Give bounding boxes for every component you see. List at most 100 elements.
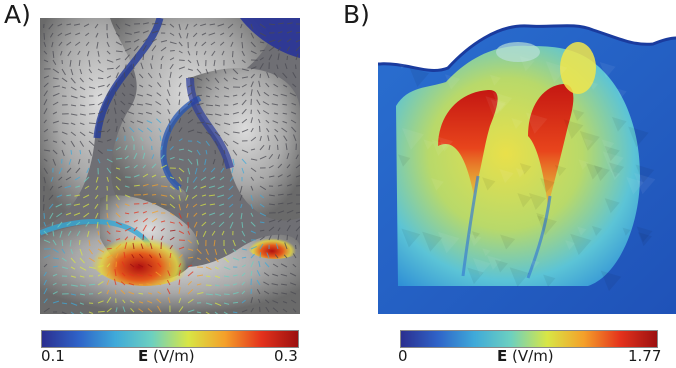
vector-glyph	[167, 270, 171, 277]
vector-glyph	[290, 291, 297, 295]
vector-glyph	[160, 235, 164, 241]
vector-glyph	[239, 194, 243, 201]
vector-glyph	[272, 273, 279, 277]
vector-glyph	[259, 63, 264, 70]
mesh-facet	[422, 231, 443, 252]
vector-glyph	[159, 135, 162, 142]
vector-glyph	[114, 107, 117, 115]
vector-glyph	[223, 293, 230, 295]
vector-glyph	[43, 298, 48, 304]
vector-glyph	[250, 41, 256, 48]
vector-glyph	[259, 23, 266, 29]
vector-glyph	[66, 203, 72, 206]
vector-glyph	[133, 219, 139, 223]
vector-glyph	[115, 146, 121, 151]
vector-glyph	[129, 127, 135, 133]
vector-glyph	[52, 85, 60, 88]
vector-glyph	[121, 261, 126, 268]
vector-glyph	[66, 167, 72, 173]
vector-glyph	[214, 248, 218, 255]
vector-glyph	[265, 82, 270, 88]
vector-glyph	[214, 86, 220, 90]
vector-glyph	[223, 95, 230, 98]
vector-glyph	[205, 257, 211, 262]
vector-glyph	[259, 41, 265, 44]
vector-glyph	[133, 211, 139, 214]
vector-glyph	[115, 32, 120, 37]
vector-glyph	[169, 71, 172, 79]
vector-glyph	[142, 38, 148, 43]
vector-glyph	[178, 32, 182, 39]
vector-glyph	[75, 167, 81, 174]
vector-glyph	[147, 274, 153, 277]
vector-glyph	[142, 224, 147, 232]
vector-glyph	[158, 128, 162, 133]
vector-glyph	[43, 212, 45, 219]
vector-glyph	[124, 236, 129, 241]
vector-glyph	[232, 68, 239, 75]
mesh-facet	[536, 212, 545, 222]
vector-glyph	[280, 273, 288, 277]
vector-glyph	[42, 194, 45, 202]
vector-glyph	[106, 167, 112, 174]
vector-glyph	[146, 300, 153, 304]
vector-glyph	[277, 53, 280, 61]
vector-glyph	[223, 311, 229, 314]
vector-glyph	[106, 289, 110, 295]
vector-glyph	[95, 185, 99, 191]
vector-glyph	[187, 50, 191, 56]
vector-glyph	[140, 243, 144, 250]
vector-glyph	[218, 221, 225, 228]
vector-glyph	[114, 91, 117, 97]
vector-glyph	[52, 158, 57, 166]
vector-glyph	[266, 128, 270, 133]
vector-glyph	[138, 301, 144, 304]
vector-glyph	[130, 83, 135, 88]
vector-glyph	[205, 248, 209, 255]
vector-glyph	[160, 23, 166, 26]
vector-glyph	[223, 86, 230, 90]
vector-glyph	[204, 158, 207, 166]
vector-glyph	[196, 283, 202, 286]
vector-glyph	[136, 103, 144, 106]
vector-glyph	[43, 108, 48, 115]
mesh-facet	[500, 234, 516, 250]
vector-glyph	[61, 257, 67, 262]
vector-glyph	[241, 158, 247, 165]
mesh-facet	[554, 164, 567, 177]
vector-glyph	[97, 291, 102, 295]
vector-glyph	[178, 23, 181, 31]
vector-glyph	[277, 31, 283, 34]
vector-glyph	[59, 230, 63, 238]
vector-glyph	[106, 176, 109, 182]
vector-glyph	[187, 129, 195, 133]
vector-glyph	[106, 254, 113, 259]
vector-glyph	[240, 203, 243, 209]
vector-glyph	[292, 263, 297, 268]
mesh-facet	[485, 96, 507, 117]
vector-glyph	[196, 94, 202, 97]
vector-glyph	[241, 256, 247, 259]
vector-glyph	[196, 274, 204, 277]
vector-glyph	[295, 39, 300, 43]
vector-glyph	[73, 23, 81, 26]
vector-glyph	[141, 145, 144, 151]
vector-glyph	[128, 102, 135, 106]
vector-glyph	[52, 50, 55, 58]
vector-glyph	[259, 229, 265, 232]
vector-glyph	[160, 46, 167, 52]
vector-glyph	[193, 221, 198, 228]
vector-glyph	[280, 263, 288, 268]
vector-glyph	[202, 230, 207, 238]
vector-glyph	[264, 299, 270, 304]
vector-glyph	[250, 32, 255, 39]
vector-glyph	[75, 185, 81, 188]
vector-glyph	[211, 230, 216, 236]
vector-glyph	[142, 30, 149, 34]
vector-glyph	[166, 288, 171, 295]
vector-glyph	[200, 176, 207, 181]
vector-glyph	[142, 173, 149, 178]
vector-glyph	[87, 50, 90, 57]
vector-glyph	[83, 176, 90, 183]
mesh-facet	[468, 233, 482, 247]
